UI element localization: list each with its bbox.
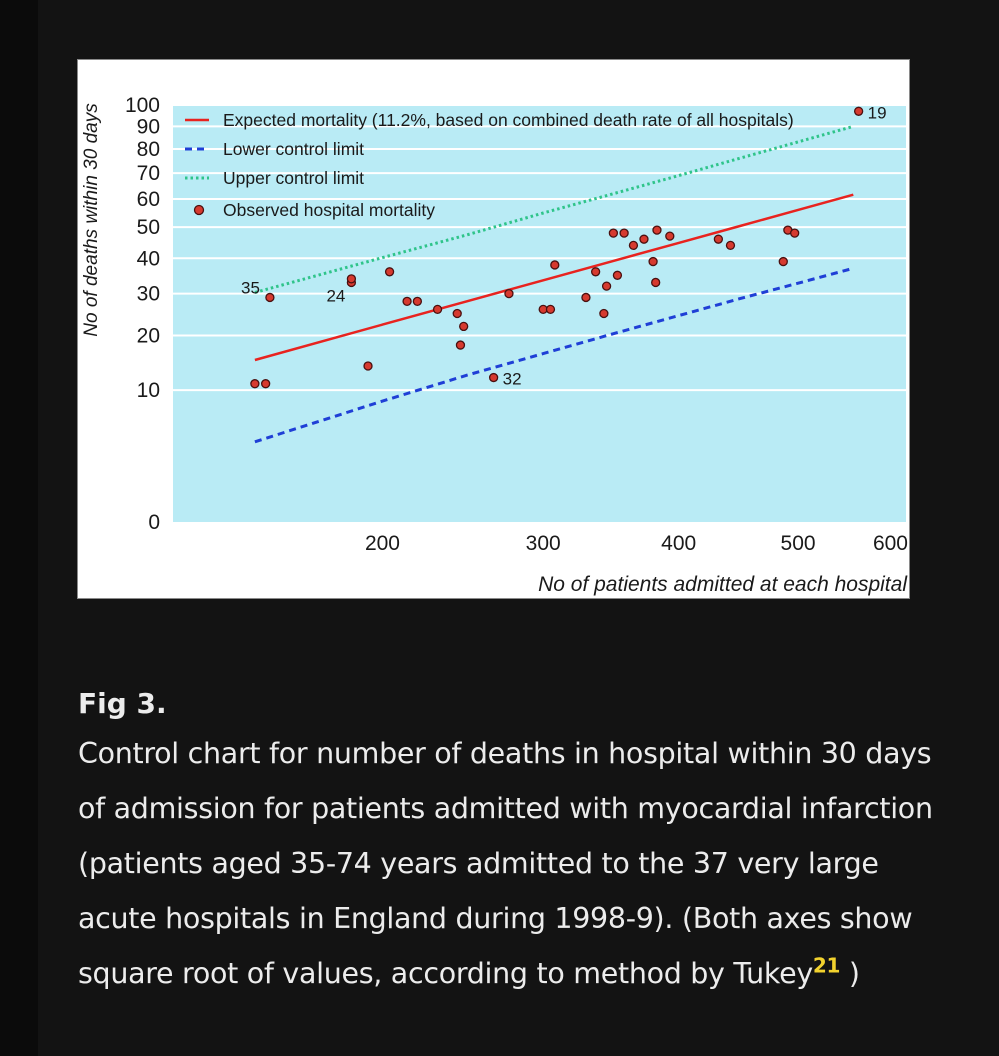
data-point-19 (581, 292, 591, 303)
data-point-23 (608, 228, 619, 238)
plot-background (173, 105, 906, 522)
y-tick-100: 100 (125, 94, 160, 117)
y-tick-70: 70 (137, 162, 160, 185)
legend-label-observed: Observed hospital mortality (223, 200, 435, 220)
data-point-12 (455, 340, 466, 350)
data-point-13 (459, 321, 469, 332)
legend: Expected mortality (11.2%, based on comb… (185, 110, 794, 220)
x-tick-200: 200 (365, 532, 400, 555)
data-point-8 (402, 296, 412, 306)
series-line-lower (254, 266, 854, 444)
figure-label: Fig 3. (78, 687, 167, 720)
x-tick-labels: 200 300 400 500 600 (365, 532, 908, 555)
x-axis-label: No of patients admitted at each hospital (538, 573, 908, 596)
data-point-15 (504, 288, 514, 299)
y-tick-40: 40 (137, 247, 160, 270)
y-tick-80: 80 (137, 138, 160, 161)
y-tick-50: 50 (137, 216, 160, 239)
x-tick-600: 600 (873, 532, 908, 555)
figure-caption: Fig 3. Control chart for number of death… (78, 684, 958, 1001)
data-point-3 (265, 292, 275, 303)
x-tick-400: 400 (661, 532, 696, 555)
legend-label-lower: Lower control limit (223, 139, 364, 159)
caption-text: Control chart for number of deaths in ho… (78, 726, 958, 1001)
data-point-20 (590, 267, 601, 277)
legend-marker-observed (193, 204, 205, 216)
data-point-18 (550, 260, 560, 270)
data-point-6 (363, 361, 373, 371)
data-point-29 (651, 277, 661, 288)
data-point-10 (432, 304, 443, 315)
series-line-expected (254, 193, 854, 362)
data-point-11 (452, 308, 462, 319)
data-point-30 (652, 225, 662, 235)
figure-frame: 0 10 20 30 40 50 60 70 80 90 100 200 300 400 500 600 3… (77, 59, 910, 599)
y-tick-60: 60 (137, 188, 160, 211)
data-point-27 (639, 234, 649, 244)
data-point-14 (488, 372, 499, 383)
y-tick-30: 30 (137, 283, 160, 306)
reference-link[interactable]: 21 (812, 953, 841, 978)
caption-close: ) (840, 957, 860, 990)
point-label-32: 32 (503, 370, 522, 389)
x-tick-500: 500 (781, 532, 816, 555)
caption-body: Control chart for number of deaths in ho… (78, 737, 933, 990)
data-point-24 (612, 270, 623, 280)
y-tick-20: 20 (137, 325, 160, 348)
y-axis-label: No of deaths within 30 days (81, 103, 102, 337)
data-point-28 (648, 256, 658, 267)
legend-label-expected: Expected mortality (11.2%, based on comb… (223, 110, 794, 130)
data-point-37 (853, 106, 864, 116)
legend-label-upper: Upper control limit (223, 168, 364, 188)
data-point-32 (713, 234, 724, 244)
data-point-26 (628, 240, 639, 251)
point-label-35: 35 (241, 278, 260, 297)
point-label-24: 24 (326, 286, 345, 305)
data-point-5 (346, 274, 357, 284)
observed-points: 35 24 32 19 (241, 103, 887, 388)
data-point-1 (250, 379, 260, 389)
data-point-25 (619, 228, 629, 238)
data-point-2 (261, 379, 271, 389)
data-point-21 (599, 308, 609, 319)
point-label-19: 19 (868, 103, 887, 122)
series-lines (254, 124, 854, 444)
y-tick-90: 90 (137, 115, 160, 138)
data-point-17 (545, 304, 556, 315)
y-tick-10: 10 (137, 379, 160, 402)
data-point-31 (665, 231, 675, 241)
data-point-34 (778, 256, 788, 267)
y-tick-0: 0 (148, 511, 160, 534)
data-point-33 (725, 240, 736, 251)
data-point-22 (601, 281, 612, 291)
data-point-36 (790, 228, 800, 238)
x-tick-300: 300 (526, 532, 561, 555)
data-point-7 (384, 267, 395, 277)
data-point-9 (412, 296, 423, 306)
series-line-upper (254, 124, 854, 294)
